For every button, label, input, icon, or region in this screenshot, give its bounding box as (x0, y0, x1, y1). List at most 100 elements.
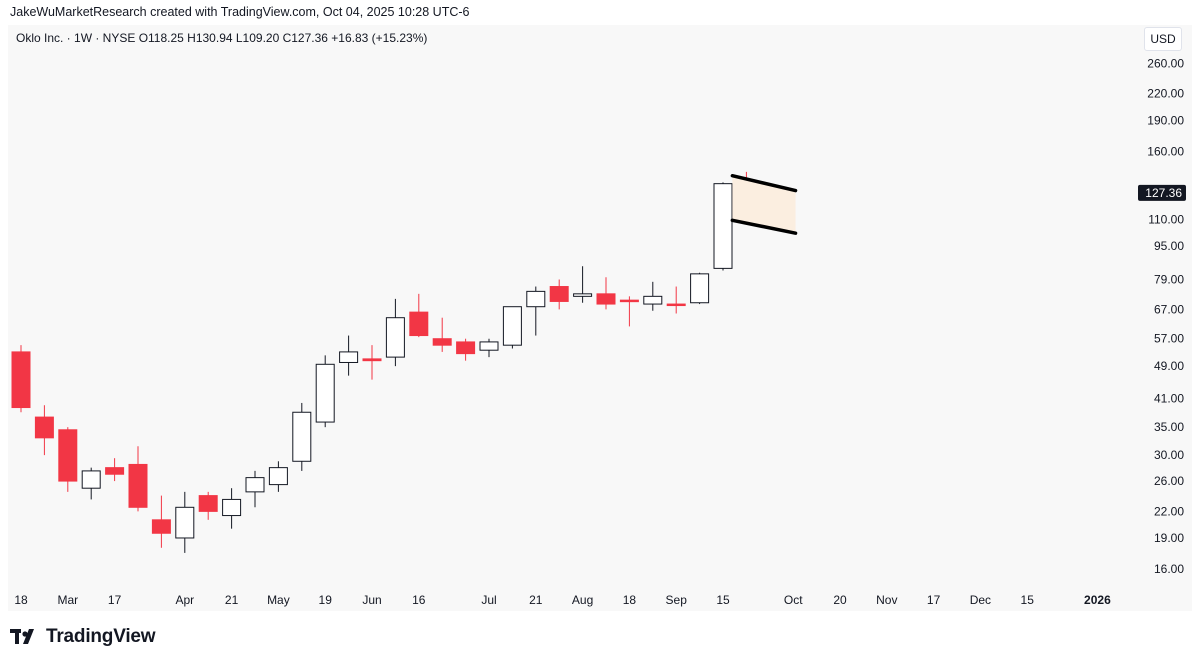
x-tick-label: Oct (784, 593, 803, 607)
price-chart[interactable]: 16.00 19.00 22.00 26.00 30.00 35.00 41.00 49.00… (8, 25, 1192, 611)
x-tick-label: 18 (14, 593, 28, 607)
candle[interactable] (11, 345, 31, 413)
candle-body-down (58, 429, 78, 482)
candle[interactable] (175, 491, 195, 553)
x-tick-label: 21 (225, 593, 239, 607)
candle[interactable] (549, 279, 569, 310)
candle-body-down (456, 341, 476, 355)
candle-body-down (128, 463, 148, 508)
candle[interactable] (713, 182, 733, 271)
tradingview-logo-icon (10, 629, 34, 644)
chart-attribution: JakeWuMarketResearch created with Tradin… (10, 5, 470, 19)
last-price-label: 127.36 (1145, 186, 1182, 200)
y-tick-label: 95.00 (1154, 239, 1184, 253)
flag-lower-line[interactable] (730, 218, 798, 235)
candle-body-up (268, 467, 288, 486)
y-tick-label: 110.00 (1148, 212, 1184, 226)
candle-body-up (245, 477, 265, 493)
candle[interactable] (105, 458, 125, 482)
candle[interactable] (502, 306, 522, 349)
x-tick-label: 19 (319, 593, 333, 607)
candle-body-down (198, 495, 218, 512)
candle-body-down (105, 467, 125, 475)
y-tick-label: 79.00 (1154, 273, 1184, 287)
x-tick-label: 2026 (1084, 593, 1111, 607)
candle-body-up (175, 506, 195, 539)
candle[interactable] (362, 345, 382, 380)
candle-body-down (549, 286, 569, 302)
candle-body-up (713, 183, 733, 269)
candle[interactable] (385, 298, 405, 367)
time-axis: 18 Mar 17 Apr 21 May 19 Jun 16 Jul 21 Aug 18 Sep 15 Oct… (14, 593, 1111, 607)
candle-body-up (292, 411, 312, 462)
candle[interactable] (573, 266, 593, 303)
candle-body-down (362, 358, 382, 362)
flag-upper-line[interactable] (730, 173, 798, 193)
price-axis: 16.00 19.00 22.00 26.00 30.00 35.00 41.00 49.00… (1138, 56, 1186, 576)
candle[interactable] (643, 281, 663, 311)
candle[interactable] (690, 272, 710, 305)
last-price-badge (1138, 184, 1186, 201)
bull-flag-annotation (730, 173, 798, 235)
x-tick-label: Jun (362, 593, 381, 607)
y-tick-label: 22.00 (1154, 504, 1184, 518)
candle[interactable] (245, 470, 265, 508)
candle[interactable] (268, 461, 288, 492)
x-tick-label: 20 (833, 593, 847, 607)
candle-body-down (34, 416, 54, 439)
x-tick-label: 21 (529, 593, 543, 607)
candle[interactable] (432, 317, 452, 352)
candle[interactable] (128, 446, 148, 512)
y-tick-label: 16.00 (1154, 562, 1184, 576)
candle[interactable] (409, 293, 429, 338)
candle[interactable] (339, 335, 359, 376)
candle[interactable] (292, 402, 312, 471)
y-tick-label: 19.00 (1154, 531, 1184, 545)
candle-body-down (11, 351, 31, 409)
footer-logo[interactable]: TradingView (10, 626, 156, 648)
candle[interactable] (666, 286, 686, 314)
candle[interactable] (479, 338, 499, 358)
flag-channel-fill (732, 175, 796, 234)
symbol-legend[interactable]: Oklo Inc. · 1W · NYSE O118.25 H130.94 L1… (16, 31, 428, 45)
x-tick-label: May (267, 593, 290, 607)
currency-button[interactable]: USD (1144, 27, 1182, 51)
candle[interactable] (58, 427, 78, 492)
x-tick-label: 18 (623, 593, 637, 607)
candle-body-down (409, 311, 429, 337)
candle[interactable] (151, 495, 171, 548)
chart-frame: 16.00 19.00 22.00 26.00 30.00 35.00 41.00 49.00… (8, 25, 1192, 611)
y-tick-label: 35.00 (1154, 420, 1184, 434)
y-tick-label: 30.00 (1154, 448, 1184, 462)
y-tick-label: 160.00 (1147, 145, 1184, 159)
y-tick-label: 260.00 (1147, 56, 1184, 70)
x-tick-label: Nov (876, 593, 897, 607)
candle[interactable] (526, 286, 546, 336)
candle-body-up (339, 351, 359, 363)
candle-body-up (502, 306, 522, 346)
candle[interactable] (34, 405, 54, 456)
x-tick-label: Mar (57, 593, 78, 607)
candle[interactable] (198, 491, 218, 520)
y-tick-label: 220.00 (1147, 87, 1184, 101)
candle[interactable] (222, 488, 242, 529)
candle-body-up (385, 317, 405, 358)
x-tick-label: Apr (175, 593, 194, 607)
candle-body-up (315, 363, 335, 423)
x-tick-label: 16 (412, 593, 426, 607)
candle-body-up (573, 293, 593, 297)
candle-body-up (222, 498, 242, 517)
x-tick-label: Sep (666, 593, 688, 607)
y-tick-label: 49.00 (1154, 359, 1184, 373)
y-tick-label: 26.00 (1154, 474, 1184, 488)
candle[interactable] (456, 338, 476, 361)
candle[interactable] (619, 296, 639, 327)
x-tick-label: 17 (927, 593, 941, 607)
candle-body-down (666, 303, 686, 307)
candle[interactable] (81, 467, 101, 500)
candle-body-up (643, 295, 663, 305)
x-tick-label: Dec (970, 593, 991, 607)
candle[interactable] (596, 277, 616, 310)
candle[interactable] (315, 355, 335, 428)
candles (11, 171, 780, 553)
